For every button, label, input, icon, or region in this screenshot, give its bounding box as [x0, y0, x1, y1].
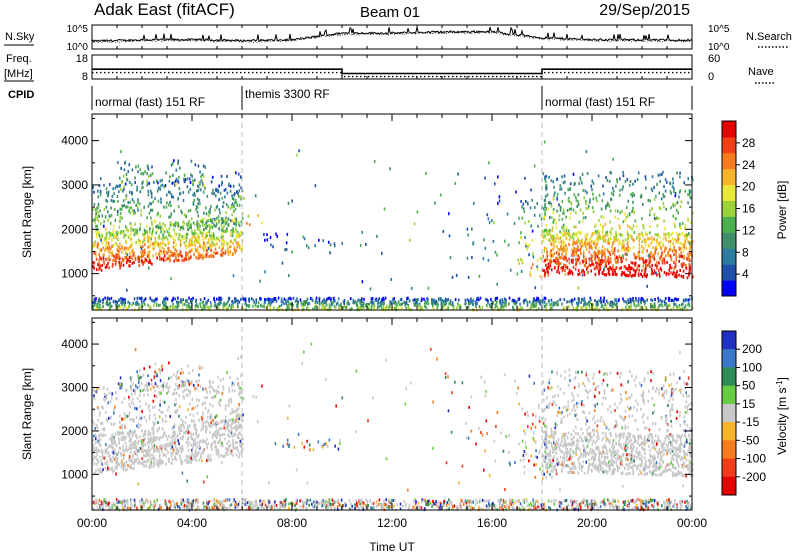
y-tick-label: 3000 — [61, 381, 88, 395]
power-ylabel: Slant Range [km] — [20, 166, 34, 258]
velocity-colorbar-tick: -200 — [742, 470, 766, 484]
freq-label-bottom: [MHz] — [4, 68, 33, 80]
freq-panel: Freq. [MHz] 18 8 60 0 Nave — [4, 53, 775, 84]
freq-series-line — [92, 68, 692, 75]
nsearch-tick-bottom: 10^0 — [708, 42, 730, 53]
x-tick-label: 16:00 — [477, 516, 507, 530]
x-tick-label: 04:00 — [177, 516, 207, 530]
power-colorbar-tick: 4 — [742, 267, 749, 281]
velocity-colorbar-label: Velocity [m s-1] — [775, 377, 789, 455]
velocity-colorbar-tick: 50 — [742, 379, 756, 393]
power-y-axis: 1000 2000 3000 4000 — [61, 117, 692, 297]
cpid-panel: CPID normal (fast) 151 RF themis 3300 RF… — [8, 86, 693, 110]
velocity-colorbar-tick: -15 — [742, 415, 760, 429]
power-panel: 1000 2000 3000 4000 Slant Range [km] — [20, 113, 694, 312]
velocity-panel: 1000 2000 3000 4000 00:00 04:00 08:00 12:00 16:… — [20, 25, 707, 554]
nave-series-line — [92, 71, 692, 78]
nave-tick-top: 60 — [708, 53, 720, 65]
power-colorbar-tick: 20 — [742, 180, 756, 194]
nsky-series-line — [91, 26, 693, 43]
velocity-colorbar-tick: 100 — [742, 360, 762, 374]
freq-label-top: Freq. — [6, 53, 32, 65]
date-title: 29/Sep/2015 — [599, 2, 690, 19]
x-tick-label: 08:00 — [277, 516, 307, 530]
power-colorbar-tick: 16 — [742, 202, 756, 216]
power-colorbar-tick: 28 — [742, 136, 756, 150]
velocity-colorbar-tick: -50 — [742, 433, 760, 447]
freq-tick-bottom: 8 — [82, 71, 88, 83]
nsearch-tick-top: 10^5 — [708, 24, 730, 35]
nsky-tick-top: 10^5 — [67, 24, 89, 35]
nsearch-label: N.Search — [746, 31, 792, 43]
y-tick-label: 4000 — [61, 134, 88, 148]
beam-title: Beam 01 — [360, 4, 420, 21]
nsearch-series-line — [91, 30, 693, 44]
cpid-segment-3: normal (fast) 151 RF — [545, 95, 655, 109]
time-x-axis: 00:00 04:00 08:00 12:00 16:00 20:00 00:00 — [77, 25, 707, 530]
y-tick-label: 1000 — [61, 467, 88, 481]
velocity-ylabel: Slant Range [km] — [20, 368, 34, 460]
power-colorbar-tick: 8 — [742, 245, 749, 259]
freq-tick-top: 18 — [76, 53, 88, 65]
velocity-colorbar-tick: 15 — [742, 397, 756, 411]
velocity-colorbar-tick: -100 — [742, 452, 766, 466]
nsky-label: N.Sky — [5, 31, 35, 43]
station-title: Adak East (fitACF) — [94, 0, 235, 19]
y-tick-label: 4000 — [61, 337, 88, 351]
power-colorbar-tick: 24 — [742, 158, 756, 172]
cpid-segment-2: themis 3300 RF — [245, 87, 330, 101]
y-tick-label: 3000 — [61, 178, 88, 192]
power-cells — [92, 140, 694, 312]
y-tick-label: 1000 — [61, 267, 88, 281]
nave-tick-bottom: 0 — [708, 71, 714, 83]
power-colorbar-tick: 12 — [742, 223, 756, 237]
nsky-tick-bottom: 10^0 — [67, 42, 89, 53]
nsky-panel: N.Sky 10^5 10^0 10^5 10^0 N.Search — [4, 24, 792, 53]
time-xlabel: Time UT — [369, 540, 415, 554]
cpid-label: CPID — [8, 89, 34, 101]
velocity-y-axis: 1000 2000 3000 4000 — [61, 321, 692, 497]
nave-label: Nave — [748, 66, 774, 78]
y-tick-label: 2000 — [61, 222, 88, 236]
velocity-colorbar: 200 100 50 15 -15 -50 -100 -200 Velocity [m s-1… — [721, 330, 789, 496]
power-colorbar: 4 8 12 16 20 24 28 Power [dB] — [721, 120, 789, 297]
cpid-segment-1: normal (fast) 151 RF — [95, 95, 205, 109]
power-colorbar-label: Power [dB] — [775, 181, 789, 240]
x-tick-label: 12:00 — [377, 516, 407, 530]
x-tick-label: 20:00 — [577, 516, 607, 530]
y-tick-label: 2000 — [61, 424, 88, 438]
x-tick-label: 00:00 — [77, 516, 107, 530]
x-tick-label: 00:00 — [677, 516, 707, 530]
velocity-colorbar-tick: 200 — [742, 342, 762, 356]
